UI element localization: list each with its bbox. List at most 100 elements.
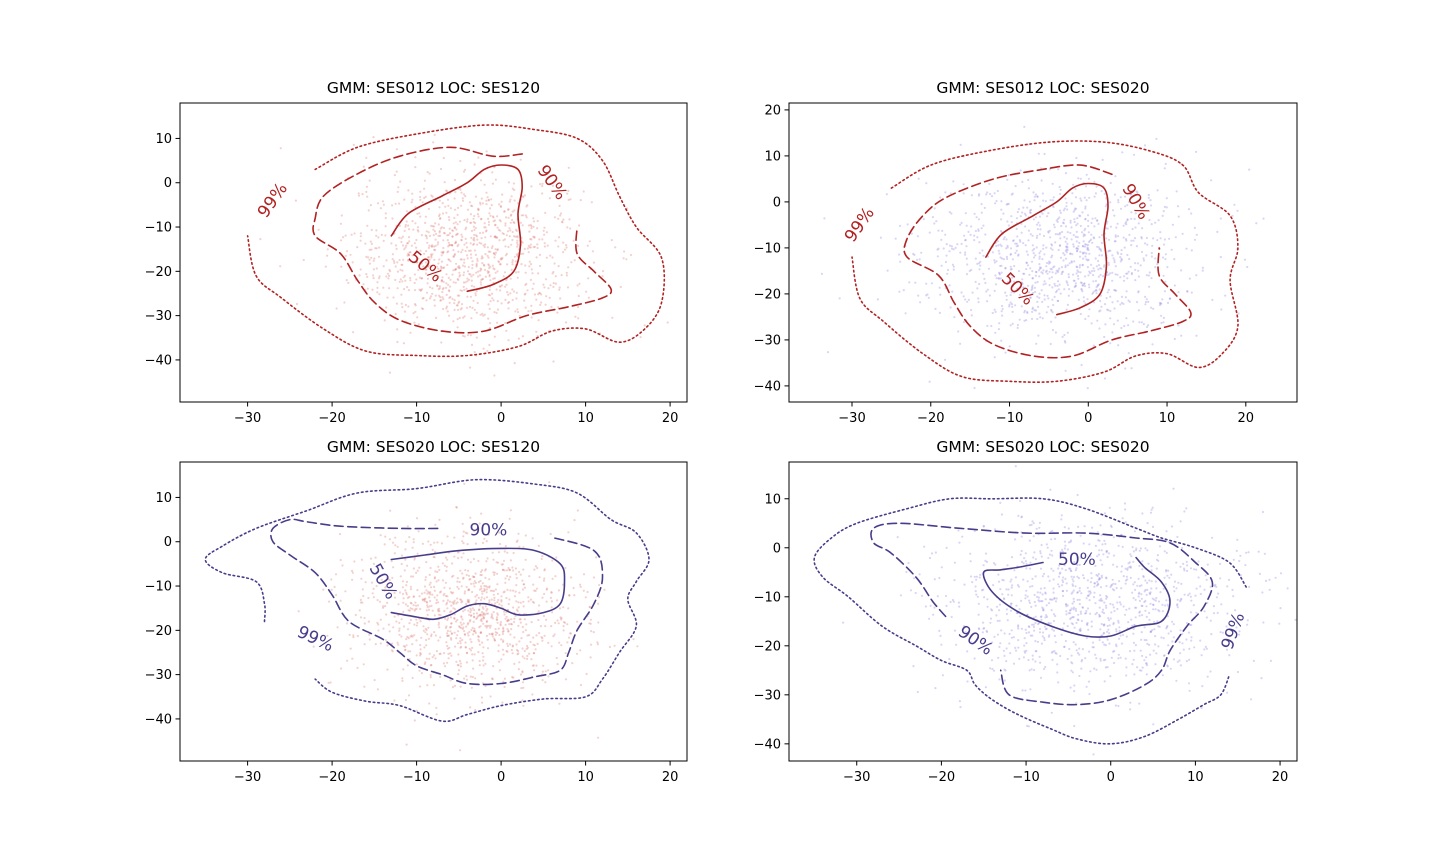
scatter-point bbox=[445, 565, 448, 568]
scatter-point bbox=[1125, 239, 1128, 242]
scatter-point bbox=[879, 236, 883, 239]
scatter-point bbox=[1133, 673, 1136, 676]
scatter-point bbox=[468, 578, 471, 581]
scatter-point bbox=[1079, 281, 1082, 284]
scatter-point bbox=[485, 591, 488, 594]
scatter-point bbox=[468, 305, 472, 308]
scatter-point bbox=[1186, 569, 1189, 573]
scatter-point bbox=[467, 569, 470, 572]
scatter-point bbox=[894, 237, 897, 240]
scatter-point bbox=[545, 256, 548, 259]
scatter-point bbox=[1065, 205, 1068, 208]
scatter-point bbox=[469, 675, 472, 678]
scatter-point bbox=[495, 236, 498, 239]
scatter-point bbox=[493, 219, 496, 222]
scatter-point bbox=[541, 555, 544, 558]
scatter-point bbox=[399, 180, 402, 183]
scatter-point bbox=[1099, 628, 1102, 631]
scatter-point bbox=[405, 591, 408, 594]
scatter-point bbox=[470, 256, 473, 259]
scatter-point bbox=[463, 633, 466, 636]
scatter-point bbox=[1121, 633, 1125, 637]
scatter-point bbox=[1010, 602, 1013, 605]
scatter-point bbox=[416, 316, 419, 319]
scatter-point bbox=[1133, 530, 1136, 533]
scatter-point bbox=[362, 663, 365, 666]
scatter-point bbox=[1014, 251, 1017, 255]
scatter-point bbox=[427, 264, 430, 267]
scatter-point bbox=[1167, 644, 1170, 647]
scatter-point bbox=[991, 311, 994, 315]
scatter-point bbox=[1212, 605, 1215, 608]
scatter-point bbox=[1062, 553, 1065, 556]
scatter-point bbox=[994, 310, 997, 313]
scatter-point bbox=[404, 279, 407, 282]
scatter-point bbox=[536, 246, 539, 250]
scatter-point bbox=[1148, 592, 1151, 595]
scatter-point bbox=[572, 239, 575, 242]
scatter-point bbox=[446, 629, 449, 633]
scatter-point bbox=[1080, 363, 1083, 367]
scatter-point bbox=[487, 198, 490, 201]
scatter-point bbox=[370, 256, 373, 259]
scatter-point bbox=[433, 245, 436, 248]
scatter-point bbox=[1020, 515, 1024, 518]
scatter-point bbox=[1016, 244, 1020, 247]
scatter-point bbox=[438, 231, 441, 234]
scatter-point bbox=[437, 267, 440, 270]
scatter-point bbox=[576, 509, 579, 512]
scatter-point bbox=[1005, 647, 1008, 650]
scatter-point bbox=[394, 536, 397, 539]
scatter-point bbox=[1003, 632, 1006, 635]
scatter-point bbox=[998, 277, 1001, 280]
scatter-point bbox=[1172, 636, 1175, 639]
scatter-point bbox=[1274, 576, 1277, 579]
scatter-point bbox=[426, 171, 429, 174]
scatter-point bbox=[999, 229, 1003, 233]
scatter-point bbox=[359, 268, 362, 271]
scatter-point bbox=[484, 243, 487, 246]
scatter-point bbox=[938, 286, 941, 289]
scatter-point bbox=[390, 649, 393, 652]
scatter-point bbox=[384, 639, 387, 642]
scatter-point bbox=[1120, 249, 1123, 252]
scatter-point bbox=[1201, 269, 1204, 272]
scatter-point bbox=[1020, 305, 1023, 308]
scatter-point bbox=[991, 641, 994, 644]
scatter-point bbox=[1073, 684, 1076, 687]
scatter-point bbox=[386, 296, 389, 299]
scatter-point bbox=[563, 621, 567, 624]
scatter-point bbox=[1059, 188, 1062, 191]
scatter-point bbox=[961, 535, 964, 538]
scatter-point bbox=[1076, 269, 1079, 272]
scatter-point bbox=[393, 615, 396, 618]
scatter-point bbox=[415, 246, 418, 249]
scatter-point bbox=[1161, 256, 1165, 259]
scatter-point bbox=[543, 226, 546, 229]
scatter-point bbox=[441, 290, 444, 294]
scatter-point bbox=[1023, 637, 1026, 640]
scatter-point bbox=[1001, 578, 1004, 582]
scatter-point bbox=[1033, 309, 1036, 312]
scatter-point bbox=[1038, 600, 1041, 603]
scatter-point bbox=[512, 676, 515, 679]
scatter-point bbox=[1134, 212, 1137, 215]
scatter-point bbox=[468, 201, 471, 204]
scatter-point bbox=[440, 279, 443, 282]
scatter-point bbox=[437, 275, 440, 278]
scatter-point bbox=[1110, 656, 1113, 659]
scatter-point bbox=[525, 623, 528, 626]
scatter-point bbox=[1209, 670, 1212, 673]
scatter-point bbox=[1022, 286, 1025, 289]
scatter-point bbox=[507, 208, 510, 211]
scatter-point bbox=[431, 244, 434, 247]
scatter-point bbox=[1278, 622, 1281, 625]
scatter-point bbox=[1032, 625, 1035, 629]
scatter-point bbox=[1064, 603, 1067, 606]
scatter-point bbox=[1069, 609, 1072, 612]
scatter-point bbox=[1040, 543, 1043, 547]
scatter-point bbox=[430, 194, 433, 197]
scatter-point bbox=[376, 688, 379, 691]
scatter-point bbox=[1053, 295, 1056, 298]
scatter-point bbox=[977, 218, 981, 221]
